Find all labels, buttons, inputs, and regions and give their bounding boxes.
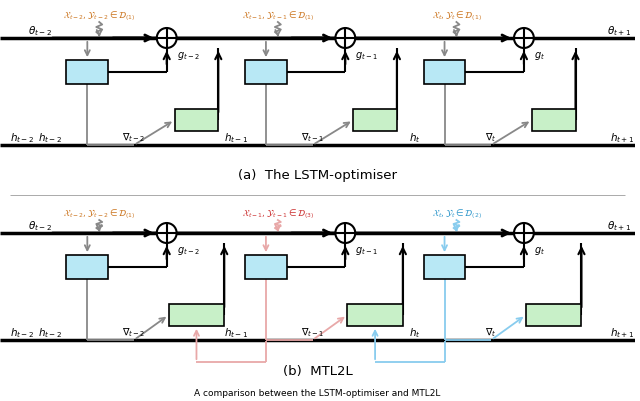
Text: A comparison between the LSTM-optimiser and MTL2L: A comparison between the LSTM-optimiser … [195, 389, 441, 397]
Circle shape [157, 28, 177, 48]
Text: $h_{t-2}$: $h_{t-2}$ [38, 326, 61, 340]
Circle shape [514, 28, 534, 48]
Circle shape [157, 223, 177, 243]
Bar [353, 109, 397, 131]
Text: $h_{t+1}$: $h_{t+1}$ [611, 131, 635, 145]
Text: RNN(SVD): RNN(SVD) [529, 310, 579, 320]
Bar [424, 60, 465, 84]
Text: $g_{t-1}$: $g_{t-1}$ [355, 50, 378, 62]
Text: $\mathcal{X}_{t-2}, \mathcal{Y}_{t-2} \in \mathcal{D}_{(1)}$: $\mathcal{X}_{t-2}, \mathcal{Y}_{t-2} \i… [63, 207, 136, 221]
Text: $h_{t-1}$: $h_{t-1}$ [224, 131, 248, 145]
Text: $\Gamma_{t-1}$: $\Gamma_{t-1}$ [254, 260, 278, 274]
Text: $\nabla_{t-2}$: $\nabla_{t-2}$ [122, 132, 145, 144]
Text: $g_{t-1}$: $g_{t-1}$ [355, 245, 378, 257]
Text: $\mathcal{X}_{t}, \mathcal{Y}_{t} \in \mathcal{D}_{(1)}$: $\mathcal{X}_{t}, \mathcal{Y}_{t} \in \m… [431, 9, 481, 23]
Bar [169, 304, 224, 326]
Circle shape [514, 223, 534, 243]
Text: RNN(SVD): RNN(SVD) [172, 310, 221, 320]
Bar [67, 255, 108, 279]
Text: $h_{t+1}$: $h_{t+1}$ [611, 326, 635, 340]
Text: $\Gamma_{t-1}$: $\Gamma_{t-1}$ [254, 65, 278, 79]
Text: (a)  The LSTM-optimiser: (a) The LSTM-optimiser [238, 168, 397, 182]
Bar [67, 60, 108, 84]
Text: $\Gamma_{t-2}$: $\Gamma_{t-2}$ [76, 65, 99, 79]
Text: $\nabla_{t}$: $\nabla_{t}$ [485, 132, 497, 144]
Text: (b)  MTL2L: (b) MTL2L [283, 365, 353, 379]
Text: $h_t$: $h_t$ [409, 326, 420, 340]
Text: $\nabla_{t-1}$: $\nabla_{t-1}$ [301, 326, 324, 339]
Text: $\mathcal{X}_{t-1}, \mathcal{Y}_{t-1} \in \mathcal{D}_{(1)}$: $\mathcal{X}_{t-1}, \mathcal{Y}_{t-1} \i… [242, 9, 314, 23]
Text: RNN: RNN [364, 115, 387, 125]
Text: $h_t$: $h_t$ [409, 131, 420, 145]
Text: $h_{t-2}$: $h_{t-2}$ [38, 131, 61, 145]
Text: $\Gamma_{t}$: $\Gamma_{t}$ [439, 65, 450, 79]
Text: $h_{t-1}$: $h_{t-1}$ [224, 326, 248, 340]
Text: $g_t$: $g_t$ [534, 50, 545, 62]
Bar [245, 255, 287, 279]
Text: $\theta_{t-2}$: $\theta_{t-2}$ [28, 219, 52, 233]
Text: $\mathcal{X}_{t-1}, \mathcal{Y}_{t-1} \in \mathcal{D}_{(3)}$: $\mathcal{X}_{t-1}, \mathcal{Y}_{t-1} \i… [242, 207, 314, 221]
Text: $g_t$: $g_t$ [534, 245, 545, 257]
Text: $\theta_{t-2}$: $\theta_{t-2}$ [28, 24, 52, 38]
Text: $\Gamma_{t}$: $\Gamma_{t}$ [439, 260, 450, 274]
Text: $h_{t-2}$: $h_{t-2}$ [10, 131, 34, 145]
Text: $\theta_{t+1}$: $\theta_{t+1}$ [607, 219, 632, 233]
Text: $\nabla_{t-2}$: $\nabla_{t-2}$ [122, 326, 145, 339]
Bar [424, 255, 465, 279]
Bar [348, 304, 403, 326]
Text: $h_{t-2}$: $h_{t-2}$ [10, 326, 34, 340]
Text: $g_{t-2}$: $g_{t-2}$ [177, 50, 200, 62]
Bar [526, 304, 582, 326]
Text: $\nabla_{t}$: $\nabla_{t}$ [485, 326, 497, 339]
Bar [532, 109, 575, 131]
Circle shape [335, 28, 355, 48]
Text: $\nabla_{t-1}$: $\nabla_{t-1}$ [301, 132, 324, 144]
Circle shape [335, 223, 355, 243]
Bar [175, 109, 218, 131]
Text: $g_{t-2}$: $g_{t-2}$ [177, 245, 200, 257]
Text: $\theta_{t+1}$: $\theta_{t+1}$ [607, 24, 632, 38]
Text: RNN: RNN [542, 115, 565, 125]
Bar [245, 60, 287, 84]
Text: $\Gamma_{t-2}$: $\Gamma_{t-2}$ [76, 260, 99, 274]
Text: $\mathcal{X}_{t}, \mathcal{Y}_{t} \in \mathcal{D}_{(2)}$: $\mathcal{X}_{t}, \mathcal{Y}_{t} \in \m… [431, 207, 481, 221]
Text: RNN(SVD): RNN(SVD) [350, 310, 400, 320]
Text: RNN: RNN [185, 115, 208, 125]
Text: $\mathcal{X}_{t-2}, \mathcal{Y}_{t-2} \in \mathcal{D}_{(1)}$: $\mathcal{X}_{t-2}, \mathcal{Y}_{t-2} \i… [63, 9, 136, 23]
